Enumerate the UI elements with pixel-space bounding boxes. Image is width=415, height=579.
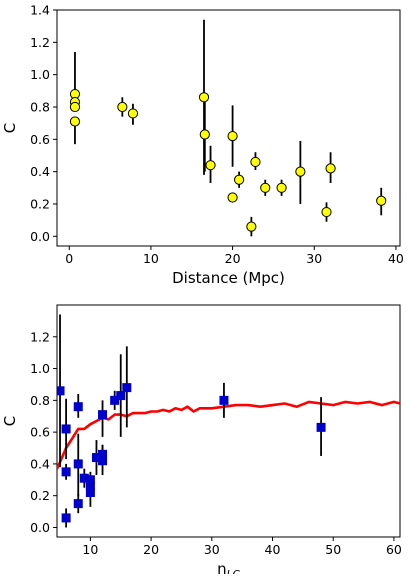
y-tick-label: 1.0 bbox=[30, 67, 50, 82]
data-point bbox=[325, 163, 336, 174]
x-tick-label: 30 bbox=[204, 542, 220, 557]
data-point bbox=[260, 182, 271, 193]
x-tick-label: 0 bbox=[65, 251, 73, 266]
x-tick-label: 40 bbox=[265, 542, 281, 557]
y-axis-label: C bbox=[1, 416, 19, 426]
data-point bbox=[61, 467, 71, 477]
y-tick-label: 1.2 bbox=[30, 329, 50, 344]
y-tick-label: 0.2 bbox=[30, 488, 50, 503]
x-axis-label: nLC bbox=[217, 560, 240, 574]
x-tick-label: 40 bbox=[388, 251, 404, 266]
x-tick-label: 20 bbox=[143, 542, 159, 557]
data-point bbox=[116, 391, 126, 401]
data-point bbox=[85, 481, 95, 491]
data-point bbox=[276, 182, 287, 193]
data-point bbox=[79, 473, 89, 483]
data-point bbox=[246, 221, 257, 232]
y-tick-label: 0.0 bbox=[30, 520, 50, 535]
data-point bbox=[85, 488, 95, 498]
plot-frame bbox=[56, 304, 401, 538]
data-point bbox=[91, 453, 101, 463]
data-point bbox=[73, 402, 83, 412]
y-tick-label: 0.6 bbox=[30, 425, 50, 440]
data-point bbox=[73, 499, 83, 509]
data-point bbox=[198, 92, 210, 103]
data-point bbox=[57, 386, 65, 396]
x-tick-label: 30 bbox=[306, 251, 322, 266]
data-layer bbox=[69, 19, 387, 237]
data-point bbox=[127, 108, 139, 119]
x-tick-label: 10 bbox=[82, 542, 98, 557]
data-point bbox=[321, 206, 332, 218]
y-axis-label: C bbox=[1, 123, 19, 133]
data-point bbox=[227, 192, 238, 203]
data-point bbox=[376, 195, 387, 206]
data-point bbox=[227, 130, 238, 142]
model-line bbox=[57, 400, 400, 471]
data-point bbox=[85, 475, 95, 485]
top-panel-distance: 0 10 20 30 40 0.0 0.2 0.4 0.6 0.8 1.0 1.2 1.4 Distanc… bbox=[1, 3, 404, 288]
data-point bbox=[98, 410, 108, 420]
data-point bbox=[98, 456, 108, 466]
y-tick-label: 0.8 bbox=[30, 99, 50, 114]
data-point bbox=[199, 129, 210, 140]
x-tick-label: 20 bbox=[225, 251, 241, 266]
y-tick-label: 0.2 bbox=[30, 196, 50, 211]
y-tick-label: 0.0 bbox=[30, 229, 50, 244]
y-tick-label: 0.6 bbox=[30, 132, 50, 147]
data-layer bbox=[57, 314, 400, 528]
x-axis-label-main: n bbox=[217, 560, 227, 574]
data-point bbox=[295, 166, 306, 177]
x-tick-label: 60 bbox=[386, 542, 402, 557]
x-axis-label: Distance (Mpc) bbox=[172, 269, 285, 287]
data-point bbox=[110, 395, 120, 405]
data-point bbox=[250, 156, 261, 168]
y-tick-label: 0.4 bbox=[30, 456, 50, 471]
y-tick-label: 1.2 bbox=[30, 35, 50, 50]
data-point bbox=[117, 101, 128, 113]
x-axis-label-subscript: LC bbox=[227, 569, 241, 574]
y-tick-label: 0.8 bbox=[30, 393, 50, 408]
data-point bbox=[69, 116, 81, 127]
x-tick-label: 50 bbox=[325, 542, 341, 557]
data-point bbox=[61, 513, 71, 523]
data-point bbox=[98, 449, 108, 459]
y-tick-label: 0.4 bbox=[30, 164, 50, 179]
data-point bbox=[219, 395, 229, 405]
data-point bbox=[122, 383, 132, 393]
bottom-panel-nlc: 10 20 30 40 50 60 0.0 0.2 0.4 0.6 0.8 1.0 1.2 nLC C bbox=[1, 304, 402, 579]
data-point bbox=[316, 422, 326, 432]
data-point bbox=[205, 160, 216, 171]
data-point bbox=[61, 424, 71, 434]
data-point bbox=[69, 101, 81, 113]
data-point bbox=[73, 459, 83, 469]
data-point bbox=[234, 174, 245, 185]
plot-frame bbox=[56, 9, 401, 247]
y-tick-label: 1.4 bbox=[30, 3, 50, 18]
x-tick-label: 10 bbox=[143, 251, 159, 266]
y-tick-label: 1.0 bbox=[30, 361, 50, 376]
